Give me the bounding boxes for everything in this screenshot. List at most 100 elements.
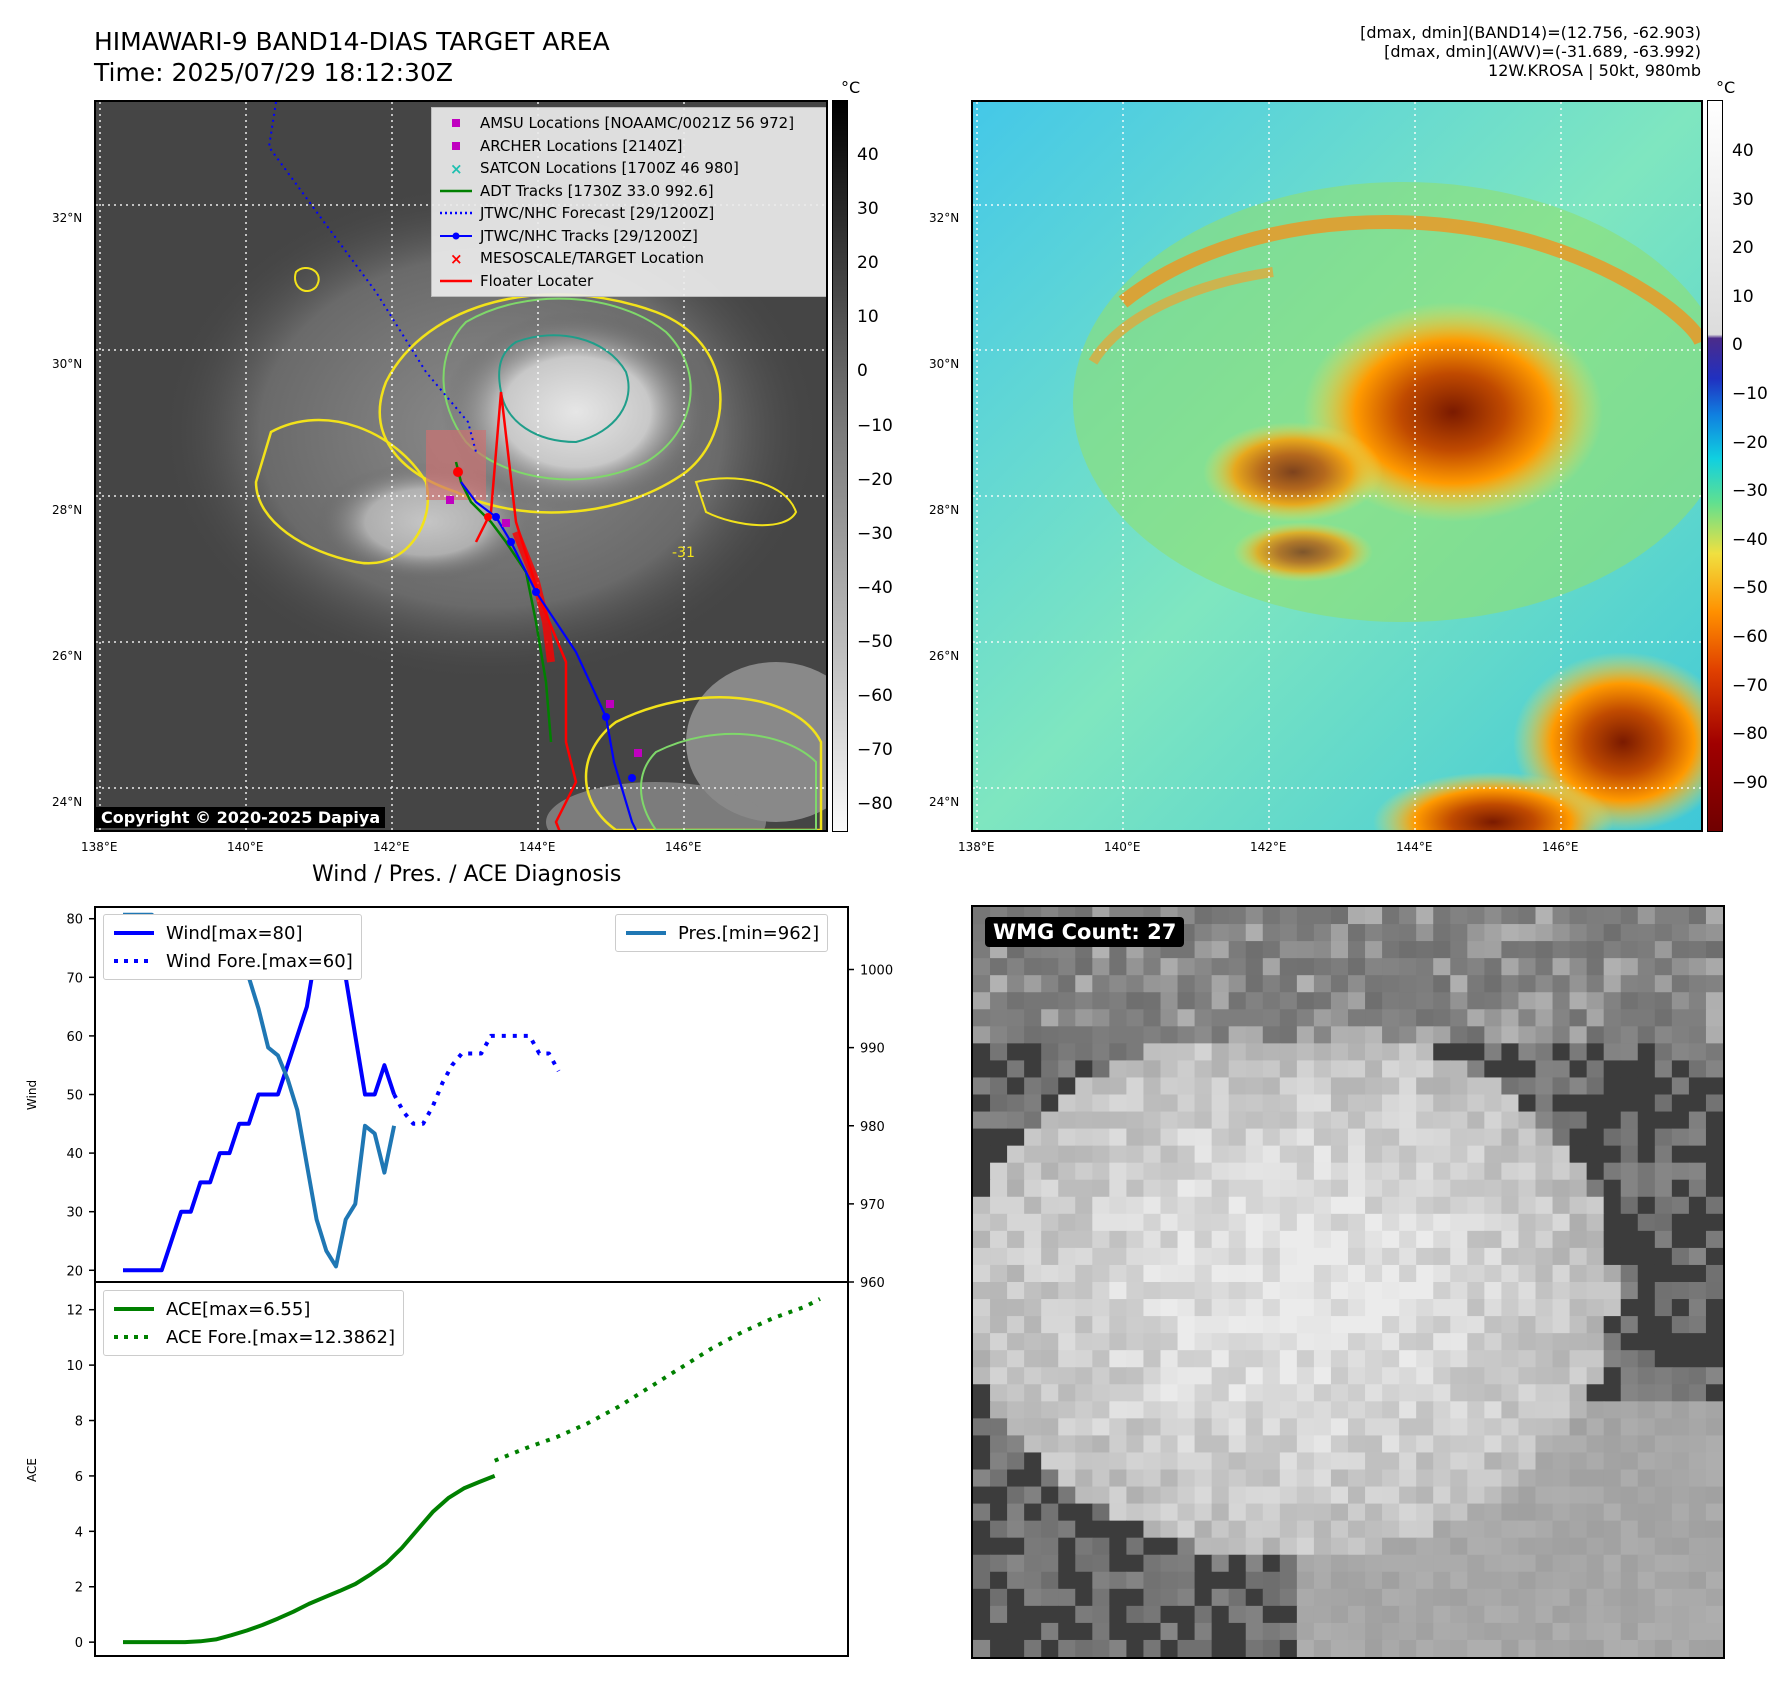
wmg-cell: [1603, 1213, 1622, 1232]
wmg-cell: [1535, 907, 1554, 925]
wmg-cell: [1688, 1605, 1707, 1624]
wmg-cell: [1160, 1128, 1179, 1147]
wmg-cell: [1041, 1486, 1059, 1505]
wmg-cell: [1262, 1299, 1281, 1317]
colorbar-tick: −50: [857, 631, 893, 652]
wmg-cell: [1058, 1622, 1076, 1641]
wmg-cell: [1279, 1537, 1298, 1556]
wmg-cell: [1348, 1316, 1366, 1334]
wmg-cell: [1365, 1043, 1383, 1062]
wmg-cell: [1279, 1639, 1298, 1657]
wmg-cell: [1535, 1333, 1554, 1351]
wmg-cell: [1245, 1333, 1264, 1351]
wmg-cell: [1109, 1077, 1128, 1096]
wmg-cell: [1654, 1554, 1673, 1573]
wmg-cell: [1467, 1282, 1485, 1300]
wmg-cell: [1586, 1196, 1605, 1215]
wmg-cell: [1228, 1094, 1247, 1113]
wmg-cell: [1382, 1009, 1400, 1027]
wmg-cell: [1654, 1060, 1673, 1079]
wmg-cell: [973, 1605, 991, 1624]
wmg-cell: [1416, 1639, 1434, 1657]
wmg-cell: [1313, 1639, 1332, 1657]
wmg-cell: [1433, 1537, 1451, 1556]
wmg-cell: [1433, 1145, 1451, 1164]
wmg-cell: [1552, 1605, 1571, 1624]
colorbar-tick: −50: [1732, 578, 1768, 599]
wmg-cell: [1228, 1060, 1247, 1079]
wmg-cell: [1705, 924, 1723, 942]
wmg-cell: [1552, 1111, 1571, 1130]
wind-ytick-label: 30: [66, 1206, 83, 1221]
wmg-cell: [1211, 1043, 1230, 1062]
wmg-cell: [1671, 1639, 1690, 1657]
wmg-cell: [1245, 1469, 1264, 1488]
wmg-cell: [1467, 1571, 1485, 1590]
map-lon-label: 138°E: [81, 840, 118, 854]
wmg-cell: [1092, 1060, 1110, 1079]
wmg-cell: [1007, 1350, 1025, 1368]
wmg-cell: [1535, 1247, 1554, 1266]
wmg-cell: [1603, 1401, 1622, 1419]
wmg-cell: [973, 1622, 991, 1641]
wmg-cell: [1535, 1571, 1554, 1590]
wmg-cell: [973, 1179, 991, 1198]
wmg-cell: [1518, 1196, 1537, 1215]
wmg-cell: [1075, 1367, 1093, 1385]
wmg-cell: [1399, 1060, 1417, 1079]
colorbar-tick: −40: [857, 577, 893, 598]
wmg-cell: [990, 1622, 1008, 1641]
wmg-cell: [1177, 1094, 1196, 1113]
wmg-cell: [1637, 1367, 1656, 1385]
wmg-cell: [1245, 1145, 1264, 1164]
wmg-cell: [1279, 1077, 1298, 1096]
wmg-cell: [1211, 1179, 1230, 1198]
wmg-cell: [1518, 1384, 1537, 1402]
wmg-cell: [1279, 1350, 1298, 1368]
wmg-cell: [1348, 1043, 1366, 1062]
wmg-cell: [1620, 1264, 1639, 1283]
wmg-cell: [1160, 1520, 1179, 1539]
wmg-cell: [1654, 1196, 1673, 1215]
wmg-cell: [1194, 1367, 1213, 1385]
wmg-cell: [1262, 975, 1281, 993]
wmg-cell: [1024, 1622, 1042, 1641]
wmg-cell: [1211, 1282, 1230, 1300]
wmg-cell: [1228, 975, 1247, 993]
wmg-cell: [1535, 1605, 1554, 1624]
wmg-cell: [1450, 1162, 1468, 1181]
wmg-cell: [1620, 1333, 1639, 1351]
wmg-cell: [1399, 1128, 1417, 1147]
wmg-cell: [1518, 1588, 1537, 1607]
wmg-cell: [1365, 1333, 1383, 1351]
wmg-cell: [1092, 1452, 1110, 1471]
wmg-cell: [1109, 992, 1128, 1010]
wmg-cell: [1467, 1264, 1485, 1283]
wmg-cell: [1160, 1282, 1179, 1300]
wmg-cell: [1348, 1486, 1366, 1505]
wmg-cell: [1211, 992, 1230, 1010]
wmg-cell: [1228, 941, 1247, 959]
wmg-cell: [1194, 1418, 1213, 1437]
wmg-cell: [1109, 1537, 1128, 1556]
wmg-cell: [1330, 1009, 1349, 1027]
wmg-cell: [1586, 1247, 1605, 1266]
wmg-cell: [1177, 1588, 1196, 1607]
info-line-3: 12W.KROSA | 50kt, 980mb: [1488, 61, 1701, 80]
wmg-cell: [1535, 1282, 1554, 1300]
wmg-cell: [1365, 1009, 1383, 1027]
wmg-cell: [1262, 1282, 1281, 1300]
wmg-cell: [973, 1350, 991, 1368]
wind-legend: Wind[max=80] Wind Fore.[max=60]: [103, 914, 362, 980]
wmg-cell: [1296, 1179, 1315, 1198]
wmg-cell: [1382, 1026, 1400, 1044]
wmg-cell: [1586, 1418, 1605, 1437]
wmg-cell: [1518, 1469, 1537, 1488]
wmg-cell: [1518, 1622, 1537, 1641]
wmg-cell: [1092, 1554, 1110, 1573]
wmg-cell: [1671, 1043, 1690, 1062]
series-line-1: [392, 1033, 561, 1126]
wmg-cell: [1211, 1520, 1230, 1539]
wmg-cell: [1228, 1316, 1247, 1334]
wmg-cell: [1467, 1537, 1485, 1556]
